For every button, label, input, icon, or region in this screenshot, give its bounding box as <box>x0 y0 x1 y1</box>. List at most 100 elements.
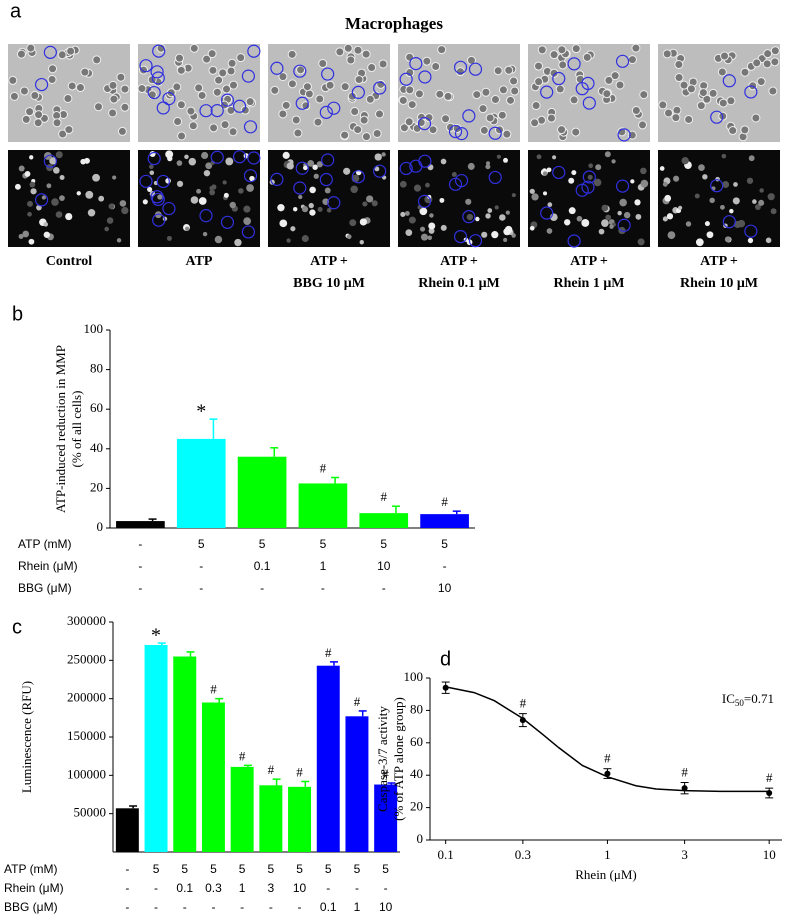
condition-value: - <box>384 881 388 895</box>
bar <box>374 784 398 852</box>
cell <box>698 88 708 98</box>
condition-value: 10 <box>438 581 452 595</box>
cell <box>767 193 775 201</box>
marked-cell <box>232 150 247 164</box>
cell <box>759 188 764 193</box>
cell <box>177 131 187 141</box>
cell <box>481 231 488 238</box>
cell <box>667 231 676 240</box>
cell <box>211 184 217 190</box>
cell <box>485 213 491 219</box>
cell <box>509 76 519 86</box>
point <box>766 790 773 797</box>
condition-value: - <box>154 900 158 914</box>
cell <box>529 225 535 231</box>
cell <box>708 88 718 98</box>
cell <box>309 186 316 194</box>
cell <box>479 125 489 135</box>
cell <box>279 219 288 228</box>
cell <box>505 210 510 215</box>
cell <box>49 157 57 165</box>
ic50-annotation: IC50=0.71 <box>722 691 774 708</box>
marked-cell <box>448 177 463 191</box>
micrographs <box>8 43 780 248</box>
marked-cell <box>448 124 463 139</box>
marked-cell <box>468 62 483 76</box>
cell <box>504 65 514 75</box>
cell <box>293 128 303 138</box>
condition-value: 5 <box>296 862 303 876</box>
marked-cell <box>220 93 235 107</box>
marked-cell <box>399 72 413 86</box>
cell <box>428 222 436 230</box>
cell <box>346 55 356 65</box>
cell <box>98 195 105 202</box>
y-tick-label: 40 <box>90 440 103 455</box>
cell <box>374 153 382 161</box>
cell <box>635 213 642 220</box>
marked-cell <box>582 96 596 110</box>
condition-value: - <box>269 900 273 914</box>
y-tick-label: 80 <box>90 361 103 376</box>
cell <box>718 98 728 108</box>
cell <box>361 132 371 142</box>
marked-cell <box>327 196 341 210</box>
cell <box>149 164 154 170</box>
cell <box>22 230 30 238</box>
cell <box>243 205 251 213</box>
cell <box>662 216 668 222</box>
cell <box>405 52 415 62</box>
cell <box>222 84 232 94</box>
cell <box>186 106 196 116</box>
significance-marker: # <box>320 460 327 475</box>
cell <box>762 59 772 69</box>
marked-cell <box>581 180 595 194</box>
marked-cell <box>488 126 502 140</box>
cell <box>214 235 223 244</box>
cell <box>720 204 725 210</box>
cell <box>214 75 224 85</box>
cell <box>325 80 335 90</box>
cell <box>598 228 605 235</box>
bar <box>359 513 409 528</box>
cell <box>176 160 183 166</box>
cell <box>506 95 516 105</box>
cell <box>53 167 60 174</box>
x-tick-label: 1 <box>604 847 611 862</box>
condition-value: - <box>321 581 325 595</box>
cell <box>287 79 297 89</box>
condition-value: 5 <box>382 862 389 876</box>
cell <box>317 206 323 212</box>
image-label: BBG 10 μM <box>293 276 365 291</box>
cell <box>465 198 472 205</box>
cell <box>29 155 34 160</box>
cell <box>546 167 552 173</box>
cell <box>381 152 386 157</box>
cell <box>593 178 602 187</box>
marked-cell <box>321 67 335 81</box>
cell <box>571 44 581 54</box>
cell <box>108 203 115 210</box>
point <box>442 684 449 691</box>
cell <box>9 91 19 101</box>
bar <box>144 645 168 852</box>
condition-value: 0.1 <box>320 900 337 914</box>
cell <box>595 164 602 171</box>
marked-cell <box>581 76 595 90</box>
cell <box>43 222 49 227</box>
cell <box>569 95 579 105</box>
image-label: ATP + <box>700 254 738 269</box>
marked-cell <box>454 127 469 141</box>
cell <box>609 224 614 229</box>
cell <box>557 125 567 135</box>
point <box>519 717 526 724</box>
cell <box>588 163 594 169</box>
cell <box>419 207 428 216</box>
y-tick-label: 200000 <box>67 690 106 705</box>
cell <box>313 173 319 179</box>
cell <box>695 238 704 247</box>
cell <box>399 123 409 133</box>
cell <box>420 233 429 241</box>
condition-value: 10 <box>377 559 391 573</box>
cell <box>202 231 208 237</box>
